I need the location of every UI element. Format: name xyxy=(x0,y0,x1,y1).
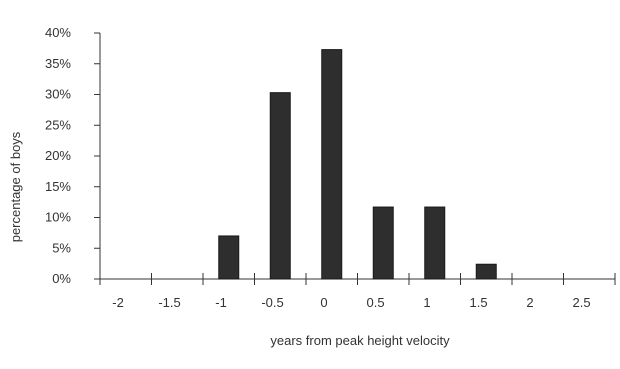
x-tick-label: -1 xyxy=(215,295,227,310)
x-tick-label: -2 xyxy=(112,295,124,310)
bars xyxy=(218,49,497,280)
y-tick-label: 20% xyxy=(45,148,71,163)
x-axis-title: years from peak height velocity xyxy=(270,333,450,348)
y-tick-label: 25% xyxy=(45,117,71,132)
x-tick-label: -1.5 xyxy=(158,295,180,310)
x-tick-label: 2 xyxy=(526,295,533,310)
bar--1 xyxy=(218,235,240,280)
y-tick-label: 5% xyxy=(52,240,71,255)
y-axis-title: percentage of boys xyxy=(8,131,23,242)
x-axis: -2 -1.5 -1 -0.5 0 0.5 1 1.5 2 2.5 xyxy=(99,273,616,310)
x-tick-label: 2.5 xyxy=(572,295,590,310)
y-tick-label: 15% xyxy=(45,179,71,194)
bar--0.5 xyxy=(269,92,291,280)
y-tick-label: 30% xyxy=(45,87,71,102)
x-tick-label: 0.5 xyxy=(366,295,384,310)
y-tick-label: 35% xyxy=(45,56,71,71)
y-tick-label: 40% xyxy=(45,25,71,40)
x-tick-label: -0.5 xyxy=(261,295,283,310)
bar-1 xyxy=(424,206,446,280)
bar-0.5 xyxy=(372,206,394,280)
y-tick-label: 0% xyxy=(52,271,71,286)
bar-1.5 xyxy=(475,263,497,280)
x-tick-label: 1 xyxy=(423,295,430,310)
bar-0 xyxy=(321,49,343,280)
y-tick-label: 10% xyxy=(45,210,71,225)
x-tick-label: 1.5 xyxy=(469,295,487,310)
y-axis: 0% 5% 10% 15% 20% 25% 30% 35% 40% xyxy=(45,25,101,286)
x-tick-label: 0 xyxy=(320,295,327,310)
